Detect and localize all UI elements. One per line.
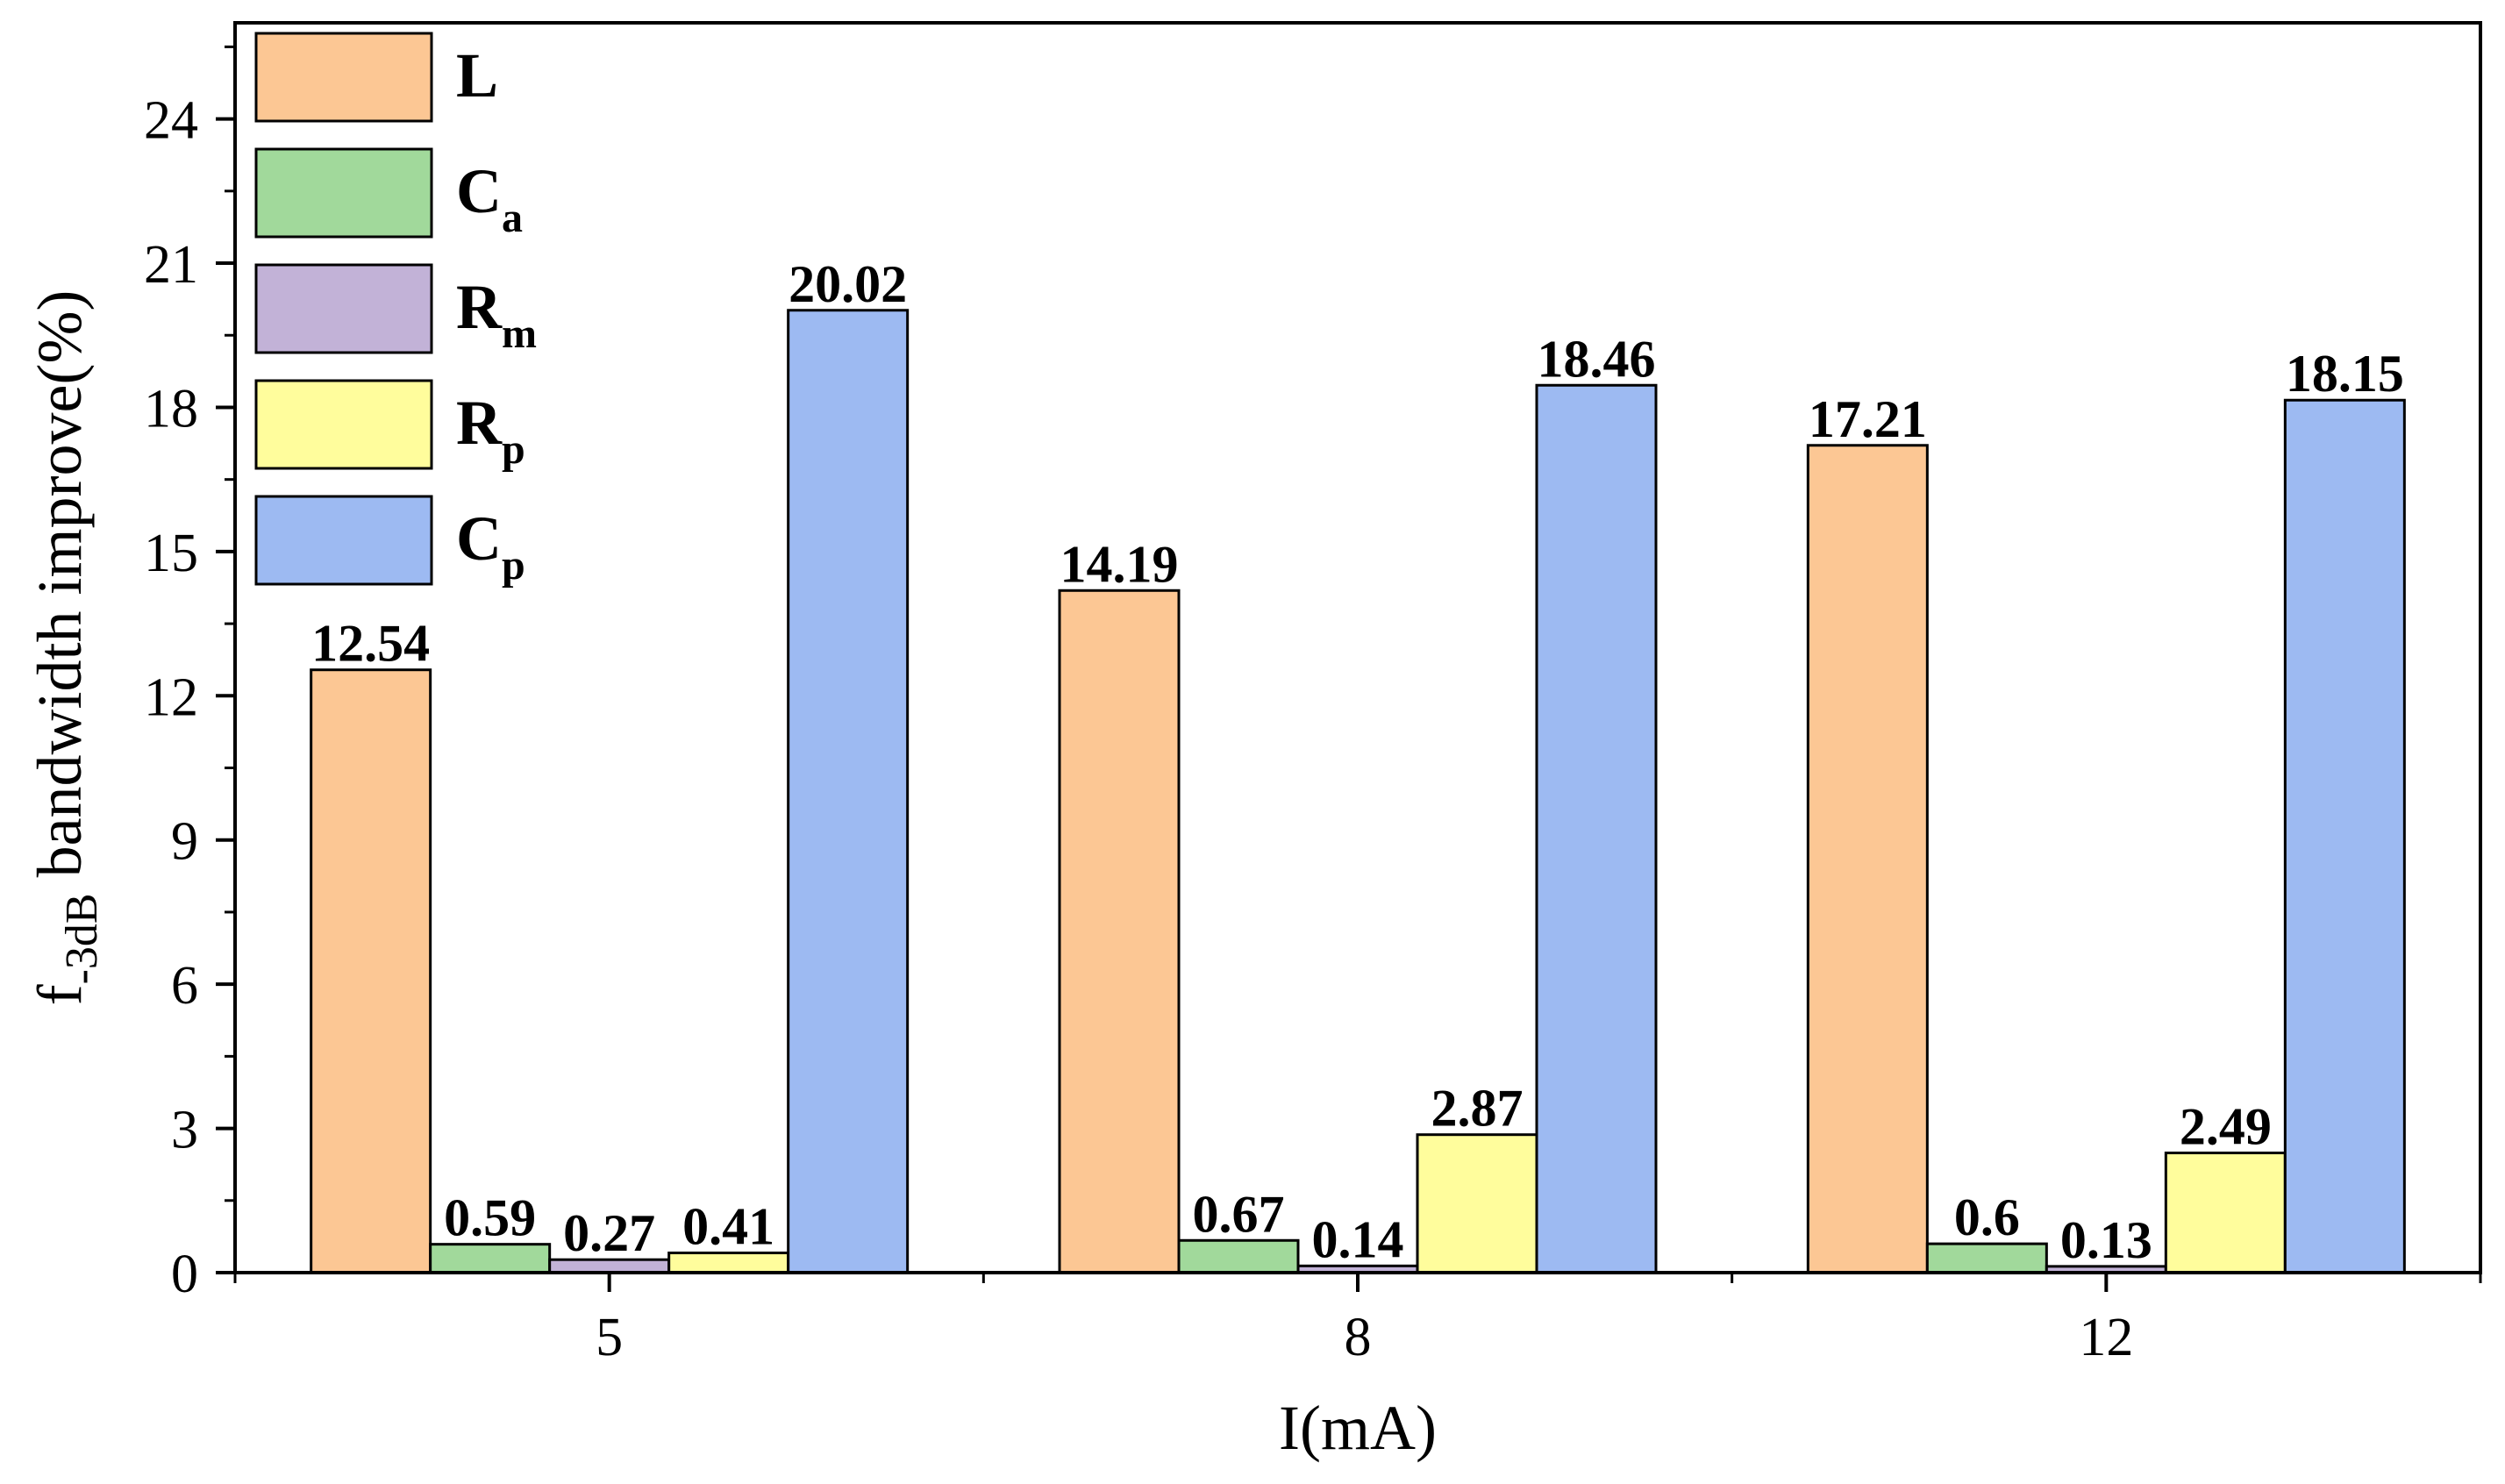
legend-label-Rm: Rm	[456, 272, 537, 357]
y-axis-title: f-3dB bandwidth improve(%)	[25, 290, 107, 1006]
data-labels-layer: 12.54 0.59 0.27 0.41 20.02 14.19 0.67 0.14 2.87 1…	[311, 255, 2404, 1269]
y-tick-label: 6	[171, 956, 198, 1016]
y-axis-title-main: f	[25, 984, 95, 1005]
data-label-L-5: 12.54	[311, 615, 430, 673]
data-label-Rm-5: 0.27	[563, 1204, 655, 1262]
bar-Cp-12	[2283, 398, 2406, 1274]
y-axis: 0 3 6 9 12 15 18 21 24	[144, 45, 235, 1304]
y-tick-label: 12	[144, 667, 198, 727]
legend: L Ca Rm Rp Cp	[254, 32, 537, 589]
legend-label-Ca: Ca	[456, 156, 523, 241]
data-label-L-8: 14.19	[1060, 535, 1179, 593]
y-axis-title-rest: bandwidth improve(%)	[25, 290, 95, 894]
data-label-L-12: 17.21	[1809, 390, 1927, 448]
legend-label-Cp: Cp	[456, 503, 525, 589]
data-label-Cp-8: 18.46	[1538, 330, 1656, 388]
legend-swatch-Cp	[254, 495, 433, 586]
bar-Rp-12	[2164, 1152, 2287, 1274]
data-label-Rm-12: 0.13	[2060, 1211, 2152, 1269]
data-label-Ca-8: 0.67	[1193, 1185, 1285, 1243]
data-label-Rp-12: 2.49	[2180, 1098, 2272, 1156]
y-tick-label: 21	[144, 235, 198, 295]
x-axis: 5 8 12	[233, 1273, 2482, 1367]
x-axis-title: I(mA)	[1279, 1393, 1437, 1463]
bars-layer	[310, 309, 2406, 1274]
y-tick-label: 15	[144, 524, 198, 583]
legend-label-L: L	[456, 40, 498, 111]
legend-label-Rp: Rp	[456, 388, 525, 473]
y-tick-label: 9	[171, 812, 198, 872]
bar-Ca-12	[1925, 1242, 2048, 1274]
bar-Cp-5	[787, 309, 910, 1274]
bar-L-5	[310, 668, 432, 1274]
legend-swatch-Rm	[254, 263, 433, 354]
data-label-Rp-8: 2.87	[1431, 1080, 1524, 1138]
data-label-Cp-5: 20.02	[789, 255, 907, 313]
bar-Ca-8	[1177, 1238, 1300, 1274]
y-tick-label: 3	[171, 1101, 198, 1160]
y-axis-title-subscript: -3dB	[57, 893, 107, 984]
data-label-Rp-5: 0.41	[682, 1198, 774, 1256]
x-tick-label: 12	[2079, 1308, 2133, 1367]
data-label-Ca-5: 0.59	[444, 1189, 536, 1247]
data-label-Cp-12: 18.15	[2286, 345, 2404, 403]
y-tick-label: 24	[144, 91, 198, 151]
x-tick-label: 5	[596, 1308, 623, 1367]
bar-L-8	[1058, 589, 1181, 1274]
bar-L-12	[1806, 444, 1929, 1274]
data-label-Ca-12: 0.6	[1954, 1188, 2020, 1246]
data-label-Rm-8: 0.14	[1312, 1210, 1404, 1268]
bar-Cp-8	[1535, 383, 1658, 1274]
plot-frame	[233, 21, 2482, 1274]
legend-swatch-Rp	[254, 379, 433, 470]
bar-Rp-8	[1416, 1133, 1538, 1274]
legend-swatch-Ca	[254, 147, 433, 239]
x-tick-label: 8	[1345, 1308, 1372, 1367]
bar-Ca-5	[429, 1243, 552, 1274]
y-tick-label: 18	[144, 379, 198, 439]
legend-swatch-L	[254, 32, 433, 123]
y-tick-label: 0	[171, 1245, 198, 1304]
bar-Rp-5	[667, 1252, 790, 1274]
